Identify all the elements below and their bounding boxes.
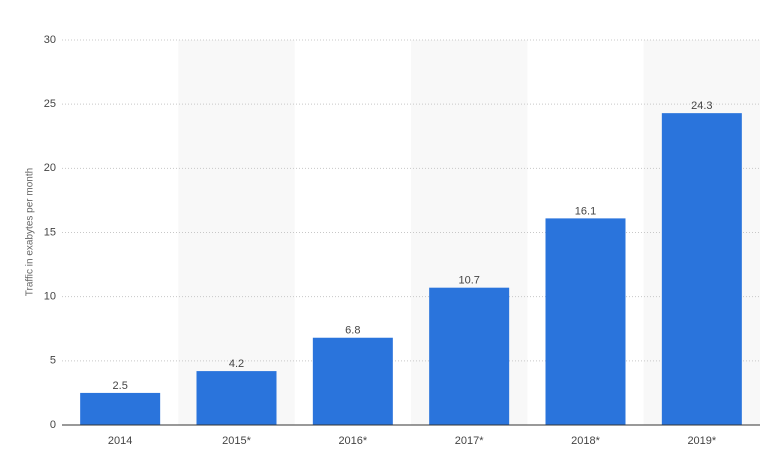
x-tick-label: 2016*	[338, 435, 367, 447]
bar	[312, 337, 393, 425]
bar	[196, 371, 277, 425]
y-tick-label: 15	[44, 226, 56, 238]
y-tick-label: 20	[44, 162, 56, 174]
y-axis-label: Traffic in exabytes per month	[25, 168, 36, 296]
data-label: 4.2	[229, 358, 244, 370]
y-tick-label: 5	[50, 355, 56, 367]
bar	[545, 218, 626, 425]
data-label: 16.1	[575, 205, 596, 217]
bar	[661, 113, 742, 426]
x-tick-label: 2015*	[222, 435, 251, 447]
data-label: 24.3	[691, 100, 712, 112]
y-tick-label: 0	[50, 419, 56, 431]
x-tick-label: 2017*	[455, 435, 484, 447]
data-label: 2.5	[113, 380, 128, 392]
y-tick-label: 30	[44, 34, 56, 46]
x-tick-label: 2019*	[687, 435, 716, 447]
data-label: 10.7	[458, 275, 479, 287]
data-label: 6.8	[345, 325, 360, 337]
bar	[429, 287, 510, 425]
y-tick-label: 25	[44, 98, 56, 110]
bar	[80, 392, 161, 425]
x-tick-label: 2014	[108, 435, 132, 447]
x-tick-label: 2018*	[571, 435, 600, 447]
y-tick-label: 10	[44, 291, 56, 303]
